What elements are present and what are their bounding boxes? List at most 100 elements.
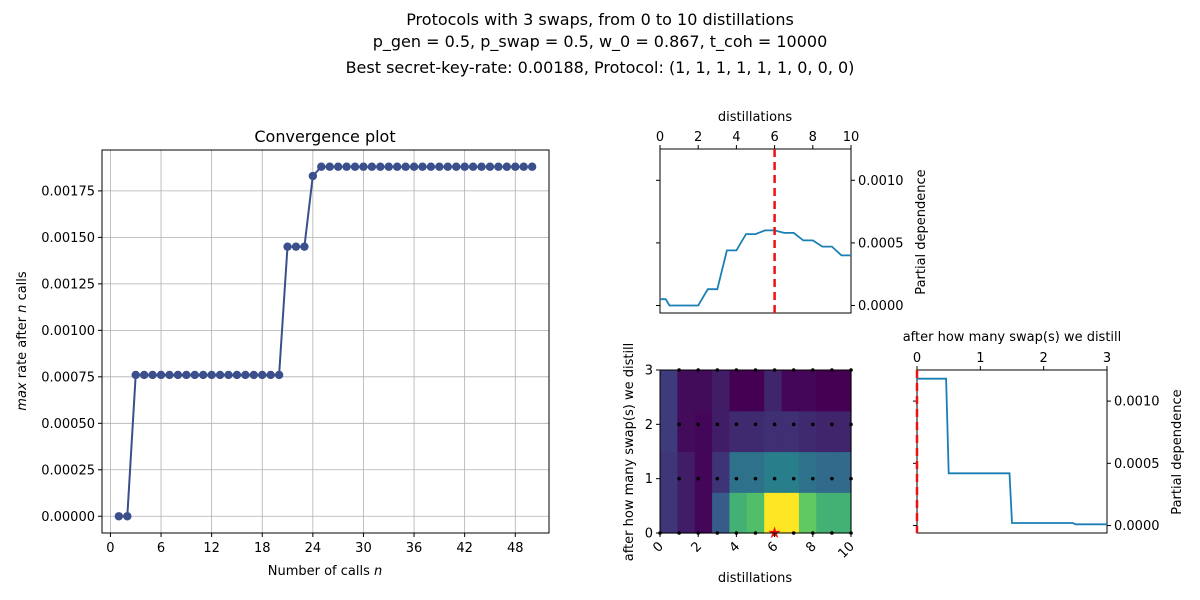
- convergence-data-point: [148, 370, 157, 380]
- heatmap-cell: [677, 410, 696, 453]
- convergence-data-point: [156, 370, 166, 380]
- heatmap-sample-point: [734, 422, 739, 427]
- convergence-y-tick-label: 0.00150: [41, 231, 95, 246]
- convergence-data-point: [266, 370, 275, 380]
- convergence-data-point: [401, 162, 410, 171]
- heatmap-sample-point: [811, 476, 815, 481]
- convergence-x-label: Number of calls n: [268, 564, 383, 579]
- pd-distillations-y-tick-label: 0.0000: [858, 299, 904, 314]
- convergence-data-point: [291, 242, 301, 251]
- convergence-data-point: [173, 370, 183, 380]
- convergence-data-point: [308, 171, 318, 181]
- pd-distillations-x-tick-label: 6: [770, 130, 778, 145]
- convergence-x-ticks: 0 6 12 18 24 30 36 42 48: [106, 533, 524, 556]
- convergence-data-point: [224, 370, 233, 380]
- heatmap-sample-point: [830, 422, 834, 427]
- heatmap-x-ticks: 0 2 4 6 8 10: [650, 533, 858, 562]
- convergence-data-point: [333, 162, 343, 171]
- heatmap-sample-point: [791, 422, 796, 427]
- pd-distillations-y-tick-label: 0.0010: [858, 174, 904, 189]
- best-result-line: Best secret-key-rate: 0.00188, Protocol:…: [346, 58, 855, 77]
- heatmap-cell: [781, 410, 800, 453]
- pd-distillations-axes-frame: [659, 148, 852, 314]
- convergence-data-point: [460, 162, 469, 171]
- heatmap-sample-point: [830, 476, 834, 481]
- heatmap-cell: [712, 492, 731, 534]
- convergence-data-point: [139, 370, 149, 380]
- heatmap-cell: [816, 370, 835, 412]
- convergence-y-tick-label: 0.00075: [41, 370, 95, 385]
- heatmap-sample-point: [772, 422, 777, 427]
- heatmap-cell: [833, 451, 852, 493]
- heatmap-y-label: after how many swap(s) we distill: [622, 343, 637, 562]
- heatmap-y-tick-label: 2: [645, 418, 653, 433]
- heatmap-cell: [798, 451, 817, 493]
- heatmap-cell: [677, 492, 696, 534]
- convergence-data-point: [249, 370, 259, 380]
- convergence-x-tick-label: 18: [254, 541, 271, 556]
- convergence-data-point: [359, 162, 368, 171]
- pd-swaps-x-label: after how many swap(s) we distill: [903, 330, 1122, 345]
- heatmap-cell: [833, 370, 852, 412]
- heatmap-sample-point: [753, 422, 758, 427]
- pd-swaps-line: [917, 377, 1107, 526]
- heatmap-cells: [660, 370, 852, 534]
- convergence-data-point: [325, 162, 334, 171]
- heatmap-cell: [694, 492, 713, 534]
- partial-dependence-distillations-plot: distillations 0 2 4 6 8 10 0.0000 0.0005 0.0010…: [656, 110, 929, 314]
- convergence-y-tick-label: 0.00025: [41, 463, 95, 478]
- convergence-x-tick-label: 24: [305, 541, 322, 556]
- convergence-x-tick-label: 0: [106, 541, 114, 556]
- convergence-data-point: [114, 512, 124, 521]
- convergence-data-point: [367, 162, 377, 171]
- heatmap-cell: [660, 451, 678, 493]
- heatmap-cell: [712, 410, 731, 453]
- heatmap-sample-point: [677, 476, 681, 481]
- convergence-y-tick-label: 0.00175: [41, 184, 95, 199]
- convergence-data-point: [342, 162, 351, 171]
- heatmap-cell: [660, 410, 678, 453]
- pd-swaps-x-tick-label: 2: [1040, 351, 1048, 366]
- heatmap-cell: [677, 451, 696, 493]
- heatmap-axes-frame: [659, 369, 852, 534]
- heatmap-x-tick-label: 2: [689, 539, 705, 555]
- pd-distillations-y-ticks: 0.0000 0.0005 0.0010: [656, 174, 904, 314]
- heatmap-cell: [694, 370, 713, 412]
- convergence-data-point: [494, 162, 503, 171]
- pd-swaps-y-label: Partial dependence: [1170, 389, 1185, 514]
- convergence-data-point: [468, 162, 478, 171]
- heatmap-cell: [764, 451, 783, 493]
- convergence-data-point: [123, 512, 132, 521]
- heatmap-sample-point: [753, 476, 758, 481]
- heatmap-x-tick-label: 10: [836, 539, 858, 561]
- heatmap-cell: [694, 451, 713, 493]
- heatmap-cell: [764, 410, 783, 453]
- heatmap-cell: [729, 451, 748, 493]
- convergence-data-point: [190, 370, 199, 380]
- convergence-y-tick-label: 0.00100: [41, 324, 95, 339]
- heatmap-cell: [798, 370, 817, 412]
- pd-swaps-y-tick-label: 0.0010: [1114, 395, 1160, 410]
- heatmap-sample-point: [715, 422, 720, 427]
- pd-swaps-y-tick-label: 0.0005: [1114, 457, 1160, 472]
- pd-swaps-x-ticks: 0 1 2 3: [913, 351, 1111, 370]
- heatmap-cell: [798, 410, 817, 453]
- convergence-title: Convergence plot: [254, 127, 395, 146]
- heatmap-cell: [833, 492, 852, 534]
- heatmap-cell: [746, 410, 765, 453]
- heatmap-cell: [746, 451, 765, 493]
- heatmap-cell: [712, 451, 731, 493]
- convergence-x-tick-label: 30: [355, 541, 372, 556]
- heatmap-cell: [781, 492, 800, 534]
- heatmap-cell: [746, 492, 765, 534]
- heatmap-sample-point: [696, 476, 700, 481]
- convergence-series-line: [118, 165, 533, 518]
- partial-dependence-swaps-plot: after how many swap(s) we distill 0 1 2 3 0…: [903, 330, 1185, 534]
- convergence-data-point: [232, 370, 242, 380]
- convergence-data-point: [215, 370, 225, 380]
- pd-distillations-x-tick-label: 8: [809, 130, 817, 145]
- heatmap-x-label: distillations: [718, 571, 792, 586]
- pd-swaps-x-tick-label: 0: [913, 351, 921, 366]
- heatmap-y-tick-label: 3: [645, 364, 653, 379]
